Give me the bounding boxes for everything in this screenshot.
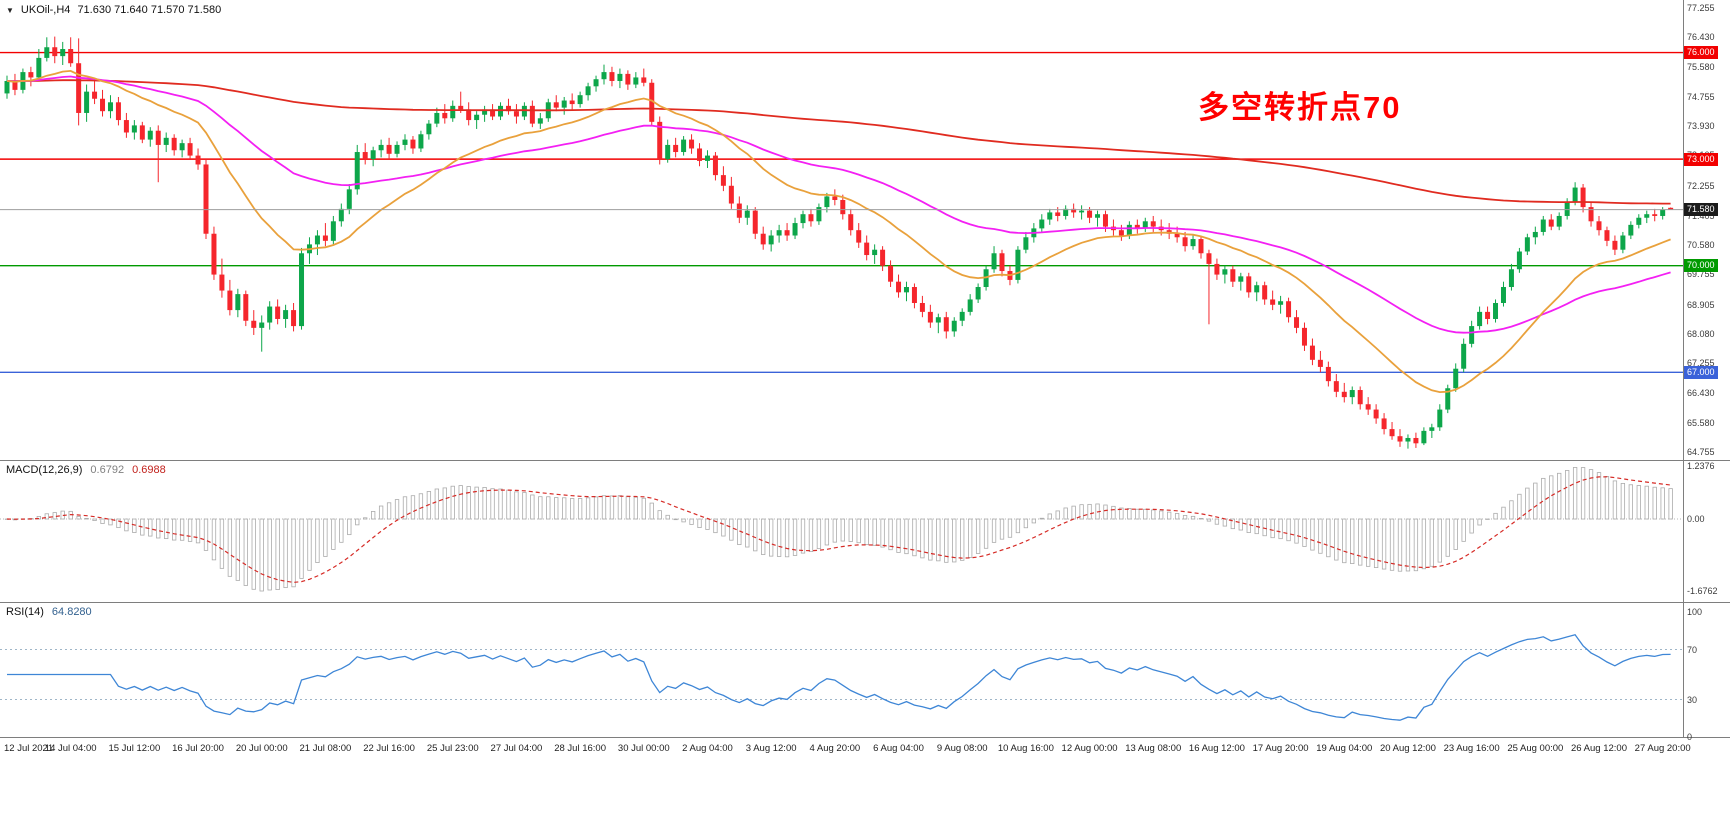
time-axis-label: 27 Aug 20:00 [1634, 743, 1691, 754]
macd-main-value: 0.6792 [90, 464, 125, 476]
chart-shift-triangle-icon[interactable]: ▼ [6, 5, 14, 15]
price-tick: 67.255 [1687, 358, 1715, 369]
rsi-value: 64.8280 [51, 606, 92, 618]
price-tick: 69.755 [1687, 269, 1715, 280]
annotation-text: 多空转折点70 [1198, 90, 1402, 125]
time-axis-label: 21 Jul 08:00 [299, 743, 352, 754]
macd-histogram-layer [4, 467, 1673, 592]
pane-separator [0, 602, 1730, 603]
ma-line-300 [7, 79, 1671, 205]
horizontal-lines-layer [0, 51, 1683, 373]
rsi-title: RSI(14) [6, 606, 44, 618]
time-axis-label: 22 Jul 16:00 [363, 743, 415, 754]
price-tick: 65.580 [1687, 417, 1715, 428]
hline-price-label: 67.000 [1684, 365, 1718, 379]
price-tick: 75.580 [1687, 62, 1715, 73]
macd-label: MACD(12,26,9) 0.6792 0.6988 [6, 464, 166, 476]
time-axis-label: 25 Jul 23:00 [426, 743, 479, 754]
time-axis-label: 19 Aug 04:00 [1316, 743, 1373, 754]
macd-signal-value: 0.6988 [132, 464, 166, 476]
ma-line-21 [6, 69, 1671, 394]
time-axis[interactable]: 12 Jul 2021 14 Jul 04:00 15 Jul 12:00 16 Ju… [0, 737, 1730, 763]
price-axis[interactable]: 77.25576.43075.58074.75573.93073.10572.2… [1683, 0, 1730, 742]
price-tick: 76.430 [1687, 32, 1715, 43]
time-axis-label: 20 Jul 00:00 [235, 743, 288, 754]
rsi-tick: 100 [1687, 607, 1703, 617]
price-tick: 74.755 [1687, 91, 1715, 102]
time-axis-label: 30 Jul 00:00 [617, 743, 670, 754]
rsi-tick: 0 [1687, 732, 1693, 742]
rsi-tick: 70 [1687, 644, 1698, 655]
rsi-label: RSI(14) 64.8280 [6, 606, 92, 618]
current-price-label: 71.580 [1684, 203, 1718, 217]
candlestick-chart-canvas[interactable] [0, 0, 1683, 460]
time-axis-label: 23 Aug 16:00 [1443, 743, 1500, 754]
symbol-label: UKOil-,H4 [20, 4, 71, 16]
price-tick: 66.430 [1687, 387, 1715, 398]
time-axis-label: 27 Jul 04:00 [490, 743, 543, 754]
price-tick: 77.255 [1687, 2, 1715, 13]
time-axis-label: 13 Aug 08:00 [1125, 743, 1182, 754]
rsi-chart-canvas[interactable] [0, 602, 1683, 737]
time-axis-label: 12 Aug 00:00 [1061, 743, 1118, 754]
moving-averages-layer [6, 69, 1671, 394]
time-axis-label: 28 Jul 16:00 [554, 743, 606, 754]
time-axis-label: 9 Aug 08:00 [936, 743, 988, 754]
macd-signal-line [6, 476, 1671, 584]
macd-tick: 1.2376 [1687, 461, 1715, 472]
time-axis-label: 12 Jul 2021 [4, 743, 54, 754]
price-tick: 68.080 [1687, 328, 1715, 339]
time-axis-label: 6 Aug 04:00 [873, 743, 924, 754]
time-axis-label: 16 Jul 20:00 [172, 743, 224, 754]
time-axis-label: 14 Jul 04:00 [44, 743, 97, 754]
macd-chart-canvas[interactable] [0, 460, 1683, 602]
rsi-line [7, 634, 1671, 721]
time-axis-label: 16 Aug 12:00 [1188, 743, 1245, 754]
macd-pane[interactable]: MACD(12,26,9) 0.6792 0.6988 [0, 460, 1683, 602]
hline-price-label: 76.000 [1684, 46, 1718, 60]
ma-line-55 [6, 75, 1671, 334]
price-tick: 64.755 [1687, 447, 1715, 457]
time-axis-label: 25 Aug 00:00 [1507, 743, 1564, 754]
time-axis-label: 20 Aug 12:00 [1379, 743, 1436, 754]
price-tick: 68.905 [1687, 299, 1715, 310]
time-axis-label: 2 Aug 04:00 [682, 743, 733, 754]
macd-tick: -1.6762 [1687, 585, 1718, 596]
pane-separator [0, 460, 1730, 461]
time-axis-label: 17 Aug 20:00 [1252, 743, 1309, 754]
symbol-ohlc-line: ▼ UKOil-,H4 71.630 71.640 71.570 71.580 [6, 4, 221, 16]
time-axis-label: 26 Aug 12:00 [1571, 743, 1627, 754]
time-axis-label: 3 Aug 12:00 [745, 743, 797, 754]
hline-price-label: 70.000 [1684, 259, 1718, 273]
time-axis-label: 10 Aug 16:00 [997, 743, 1054, 754]
macd-title: MACD(12,26,9) [6, 464, 83, 476]
rsi-pane[interactable]: RSI(14) 64.8280 [0, 602, 1683, 737]
hline-price-label: 73.000 [1684, 152, 1718, 166]
macd-tick: 0.00 [1687, 514, 1705, 525]
rsi-tick: 30 [1687, 694, 1698, 705]
main-chart-pane[interactable]: ▼ UKOil-,H4 71.630 71.640 71.570 71.580 … [0, 0, 1683, 460]
candles-layer [4, 36, 1674, 449]
time-axis-label: 15 Jul 12:00 [108, 743, 161, 754]
price-tick: 72.255 [1687, 180, 1715, 191]
ohlc-values: 71.630 71.640 71.570 71.580 [77, 4, 222, 16]
time-axis-label: 4 Aug 20:00 [809, 743, 861, 754]
price-tick: 70.580 [1687, 240, 1715, 251]
price-tick: 73.930 [1687, 121, 1715, 132]
